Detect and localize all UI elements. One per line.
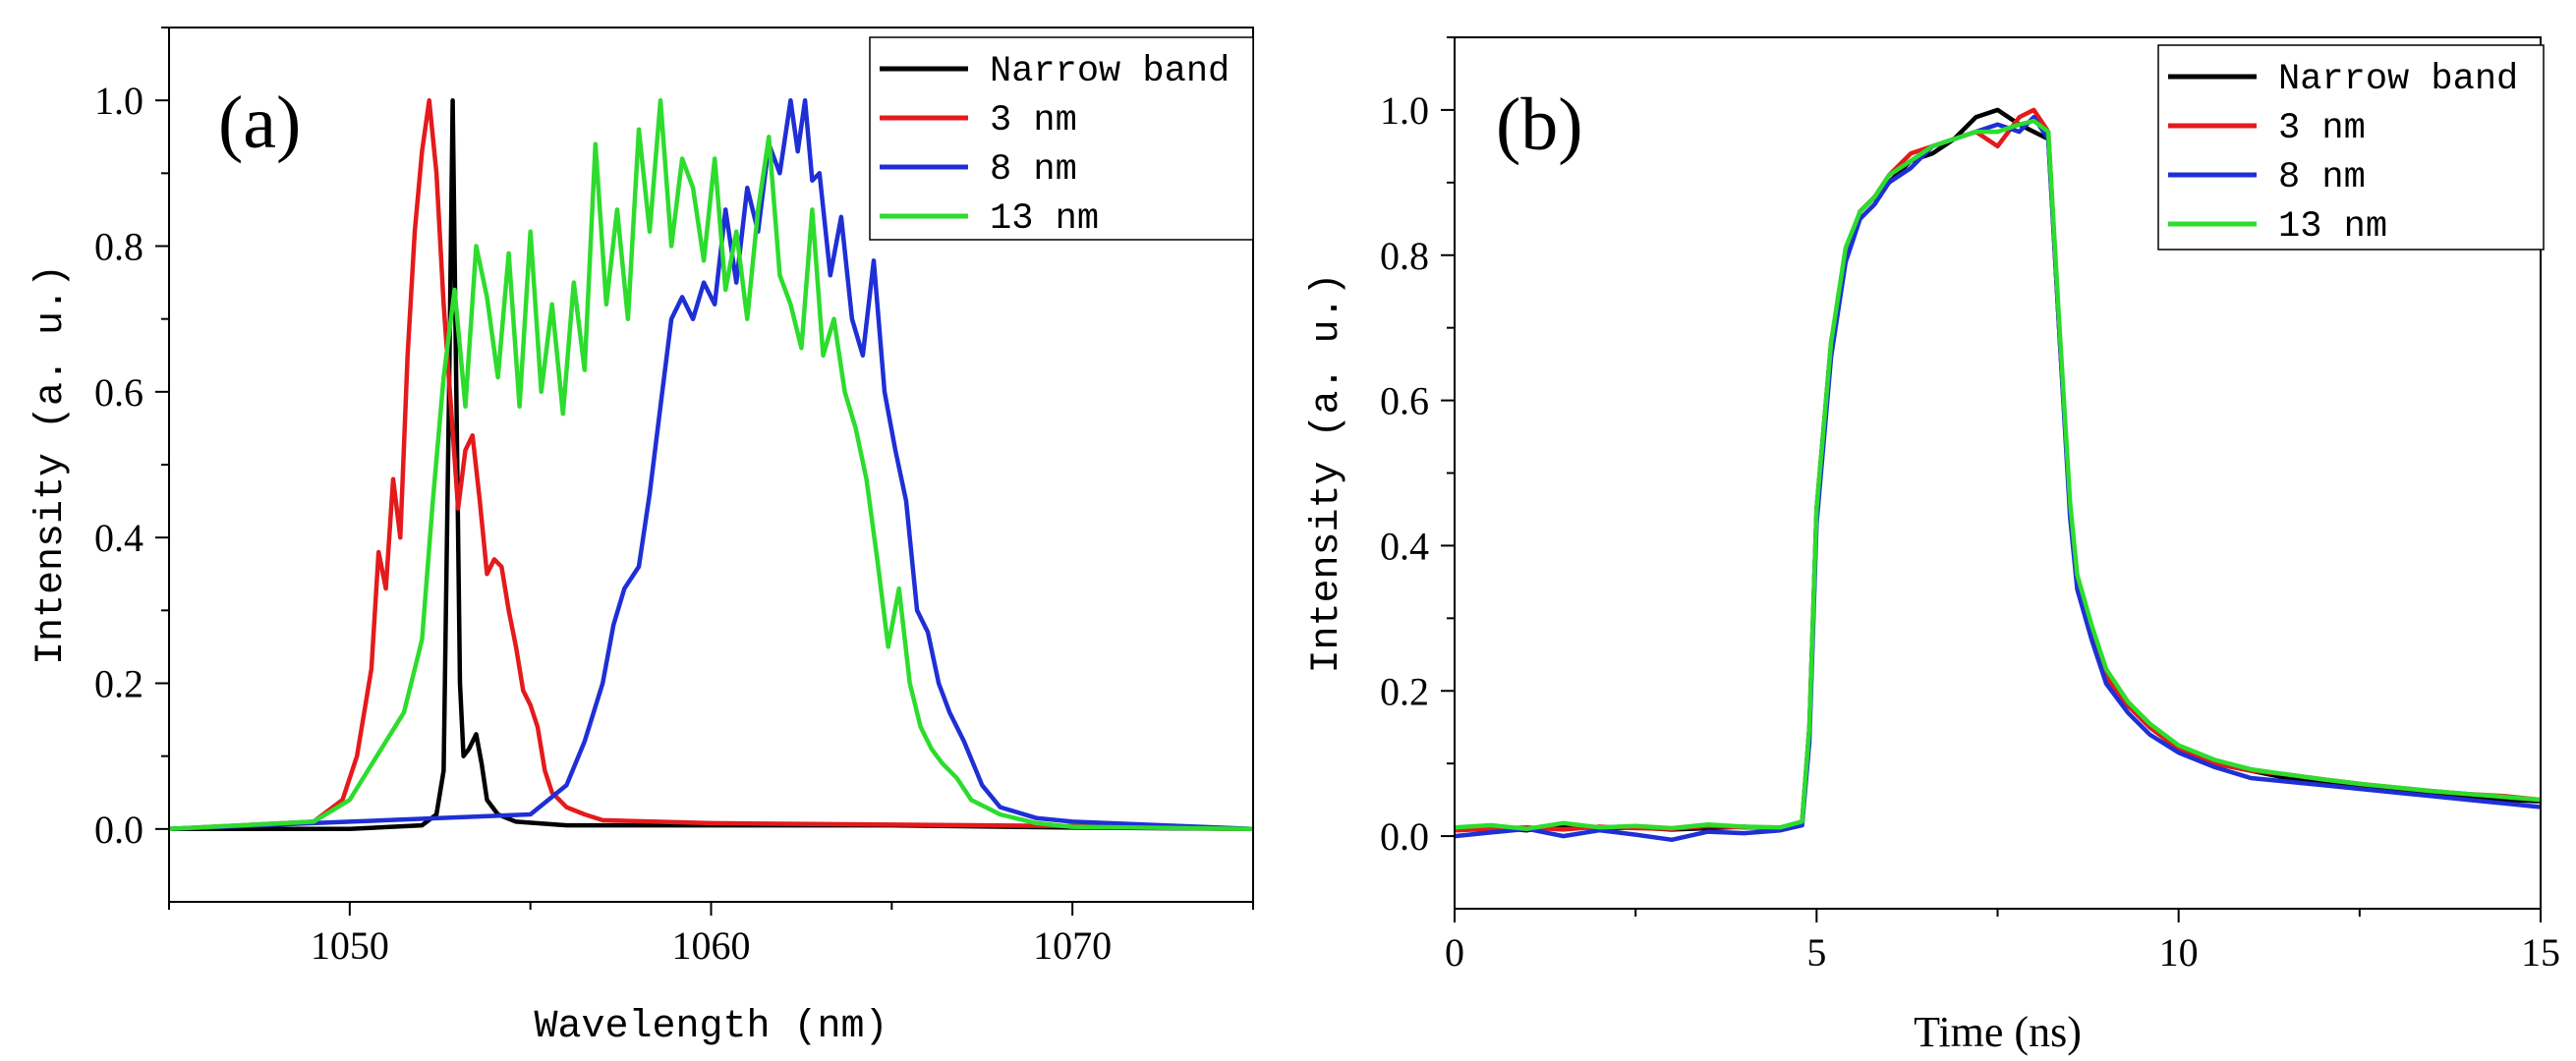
legend-label: 13 nm (2278, 206, 2387, 248)
series-group (1455, 107, 2541, 843)
panel-a-spectrum: 1050 1060 1070 0.0 0.2 0.4 0.6 0.8 1.0 Wavelength… (29, 27, 1254, 1049)
panel-b-temporal: 0 5 10 15 0.0 0.2 0.4 0.6 0.8 1.0 Time (ns) Intensi… (1305, 36, 2560, 1056)
x-tick-label: 15 (2521, 930, 2560, 975)
y-tick-label: 0.6 (1380, 379, 1429, 423)
panel-label: (a) (218, 82, 301, 164)
y-tick-label: 0.8 (1380, 234, 1429, 278)
y-tick-label: 1.0 (1380, 88, 1429, 133)
legend-label: 3 nm (990, 100, 1077, 141)
x-tick-label: 0 (1445, 930, 1464, 975)
y-tick-label: 0.4 (94, 516, 143, 560)
legend: Narrow band 3 nm 8 nm 13 nm (2157, 44, 2545, 251)
legend-label: 8 nm (990, 149, 1077, 191)
legend-label: 13 nm (990, 198, 1099, 240)
x-tick-label: 1060 (672, 923, 751, 968)
series-group (169, 97, 1253, 832)
x-axis-title: Time (ns) (1914, 1008, 2082, 1056)
legend: Narrow band 3 nm 8 nm 13 nm (869, 36, 1254, 241)
series-line-13-nm (1455, 118, 2541, 831)
y-tick-label: 0.0 (94, 808, 143, 852)
panel-label: (b) (1496, 84, 1583, 166)
series-line-8-nm (1455, 115, 2541, 843)
y-axis-title: Intensity (a. u.) (29, 264, 74, 665)
legend-label: 3 nm (2278, 108, 2366, 149)
series-line-8-nm (169, 97, 1253, 832)
y-axis-title: Intensity (a. u.) (1305, 272, 1349, 673)
x-axis-title: Wavelength (nm) (534, 1005, 887, 1049)
series-line-3-nm (169, 97, 1253, 832)
y-tick-label: 1.0 (94, 79, 143, 123)
legend-box (2157, 44, 2545, 251)
x-tick-label: 1070 (1033, 923, 1112, 968)
y-tick-label: 0.4 (1380, 524, 1429, 568)
series-line-narrow-band (169, 97, 1253, 832)
legend-label: 8 nm (2278, 157, 2366, 198)
y-tick-label: 0.8 (94, 225, 143, 269)
y-tick-label: 0.6 (94, 370, 143, 415)
legend-label: Narrow band (2278, 59, 2518, 100)
x-tick-label: 1050 (311, 923, 389, 968)
legend-label: Narrow band (990, 51, 1230, 92)
x-tick-label: 5 (1806, 930, 1826, 975)
x-tick-label: 10 (2159, 930, 2199, 975)
y-tick-label: 0.0 (1380, 814, 1429, 859)
y-tick-label: 0.2 (1380, 669, 1429, 713)
series-line-13-nm (169, 97, 1253, 832)
y-tick-label: 0.2 (94, 662, 143, 706)
